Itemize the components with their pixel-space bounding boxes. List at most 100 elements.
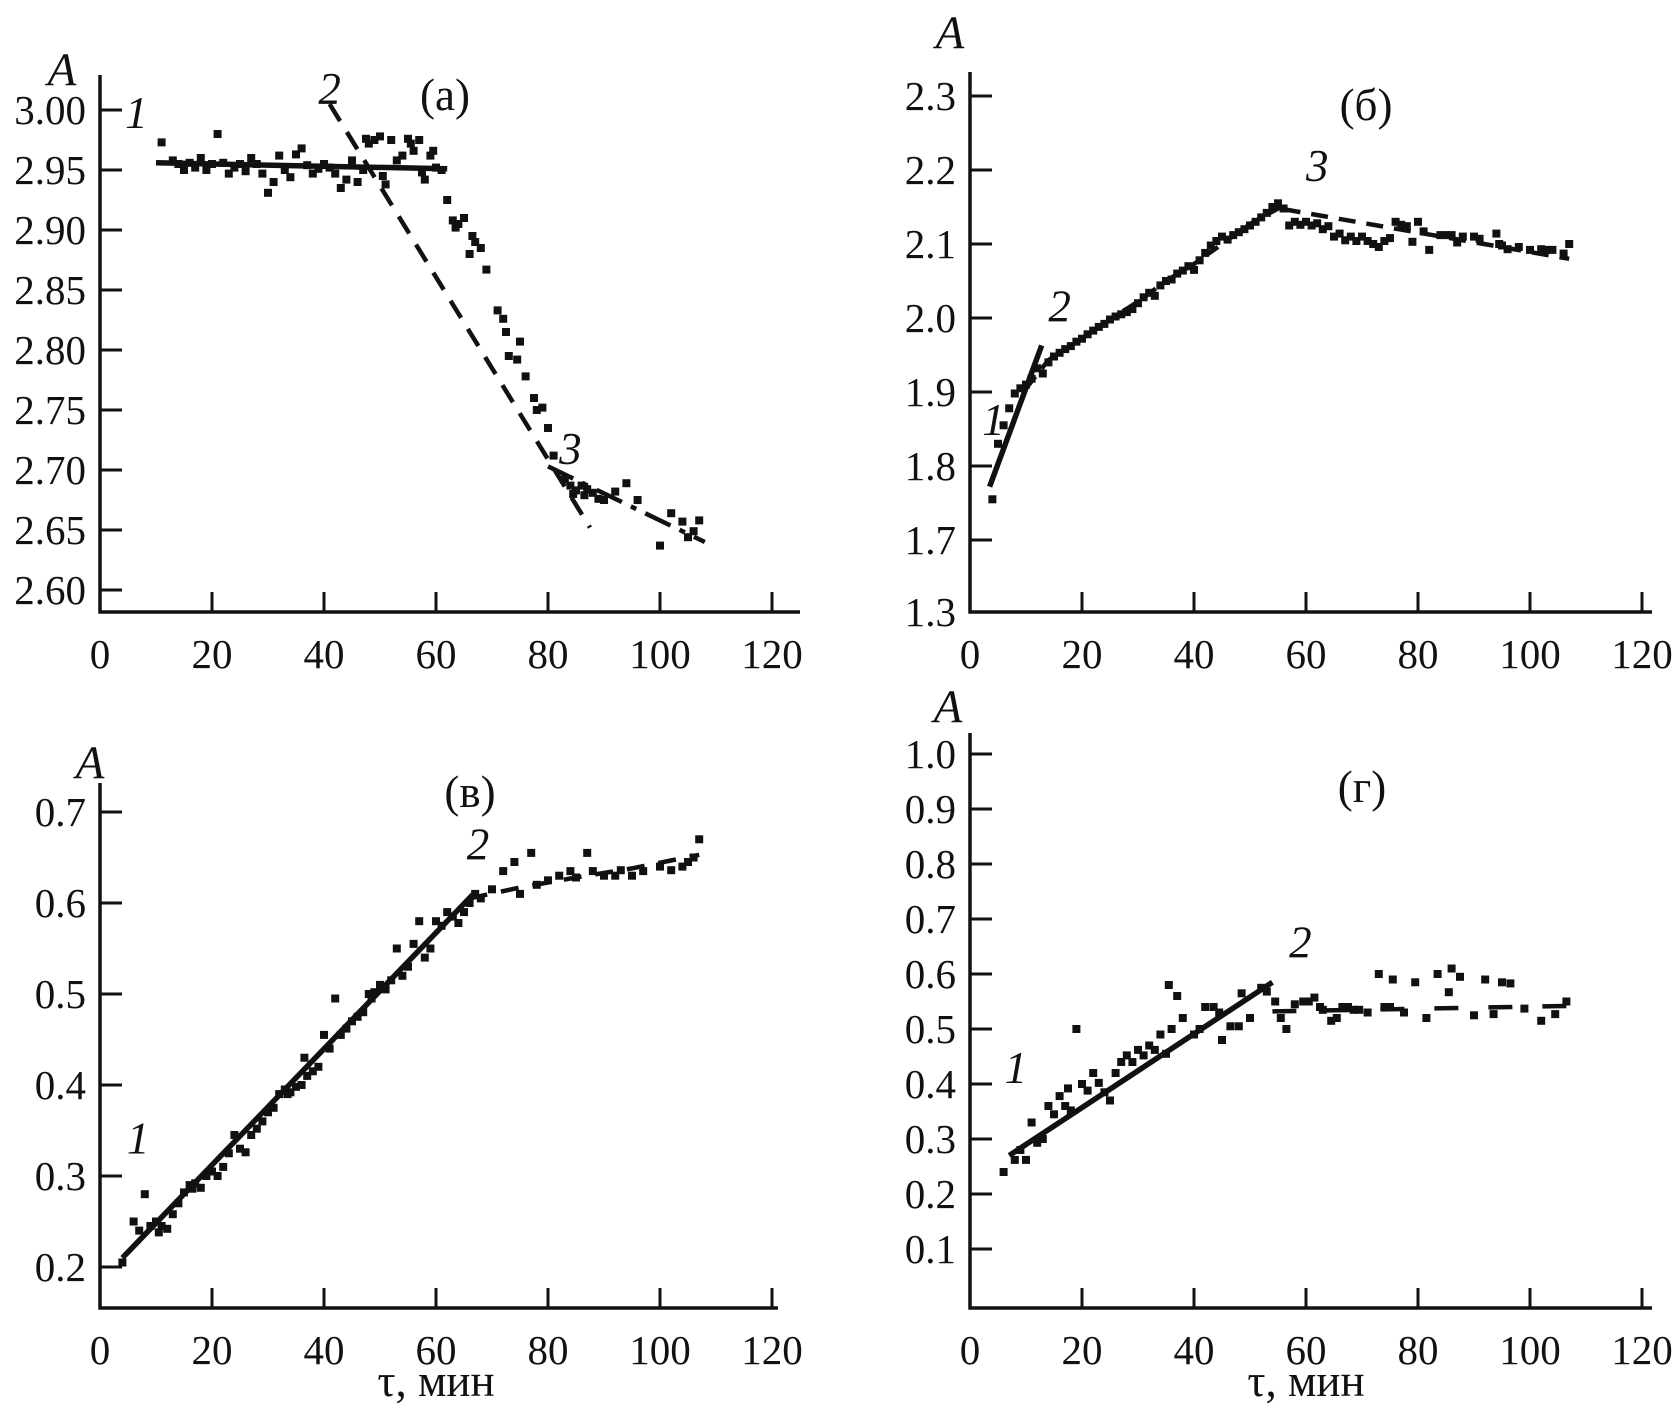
scatter-point — [460, 908, 468, 917]
scatter-point — [1363, 237, 1372, 245]
scatter-point — [286, 1088, 295, 1097]
scatter-point — [1201, 248, 1210, 257]
scatter-point — [443, 908, 452, 917]
scatter-point — [1537, 245, 1546, 254]
y-axis-title: A — [931, 681, 963, 733]
scatter-point — [1506, 979, 1515, 988]
y-axis-title: A — [933, 7, 965, 59]
scatter-point — [437, 166, 446, 174]
scatter-point — [135, 1226, 144, 1235]
scatter-point — [594, 494, 603, 503]
scatter-point — [1565, 240, 1574, 248]
scatter-point — [353, 1012, 362, 1021]
x-tick-label: 20 — [192, 1327, 233, 1373]
scatter-point — [1324, 222, 1333, 231]
scatter-point — [1167, 275, 1176, 284]
scatter-point — [1299, 997, 1308, 1006]
scatter-point — [1066, 1106, 1075, 1115]
scatter-point — [429, 146, 438, 155]
scatter-point — [1022, 380, 1030, 389]
scatter-point — [1111, 312, 1120, 321]
y-tick-label: 0.2 — [905, 1171, 956, 1217]
scatter-point — [219, 1162, 228, 1171]
y-tick-label: 1.0 — [905, 731, 956, 777]
scatter-point — [1150, 1045, 1159, 1054]
scatter-point — [213, 1172, 222, 1180]
scatter-point — [1456, 972, 1464, 981]
scatter-point — [1033, 364, 1042, 373]
scatter-point — [325, 1044, 334, 1053]
scatter-point — [208, 1167, 216, 1176]
scatter-point — [1184, 262, 1193, 271]
scatter-point — [1150, 291, 1159, 300]
scatter-point — [1374, 970, 1383, 978]
scatter-point — [336, 184, 345, 192]
scatter-point — [387, 976, 396, 985]
x-tick-label: 40 — [1174, 1327, 1215, 1373]
scatter-point — [1562, 997, 1571, 1006]
scatter-point — [297, 1081, 306, 1089]
scatter-point — [516, 337, 524, 346]
x-tick-label: 80 — [528, 1327, 569, 1373]
scatter-point — [1167, 1025, 1176, 1033]
scatter-point — [994, 439, 1002, 448]
y-tick-label: 0.2 — [35, 1244, 86, 1290]
scatter-point — [1016, 1146, 1025, 1154]
scatter-point — [1100, 319, 1109, 328]
scatter-point — [1139, 1051, 1148, 1060]
scatter-point — [418, 168, 426, 177]
scatter-point — [1346, 232, 1355, 241]
scatter-point — [1279, 204, 1288, 213]
y-tick-label: 2.1 — [905, 221, 956, 267]
y-tick-label: 2.95 — [14, 147, 86, 193]
scatter-point — [303, 1071, 312, 1080]
scatter-point — [1262, 208, 1271, 217]
scatter-point — [527, 848, 536, 857]
scatter-point — [1274, 199, 1282, 208]
scatter-point — [1559, 249, 1568, 258]
scatter-point — [264, 1108, 272, 1117]
x-tick-label: 60 — [1286, 631, 1327, 677]
scatter-point — [1162, 1049, 1170, 1058]
scatter-point — [583, 848, 592, 857]
x-tick-label: 100 — [629, 1327, 691, 1373]
scatter-point — [1139, 293, 1148, 302]
scatter-point — [1470, 1011, 1478, 1020]
scatter-point — [1285, 221, 1294, 230]
curve-label-1: 1 — [982, 395, 1005, 445]
scatter-point — [1475, 234, 1484, 243]
scatter-point — [1246, 221, 1254, 230]
scatter-point — [1411, 978, 1420, 987]
scatter-point — [1422, 1014, 1431, 1022]
scatter-point — [1078, 1080, 1086, 1088]
scatter-point — [370, 136, 379, 144]
x-tick-label: 40 — [304, 1327, 345, 1373]
scatter-point — [292, 1082, 300, 1091]
scatter-point — [656, 541, 664, 550]
scatter-point — [1363, 1008, 1372, 1017]
scatter-point — [1072, 337, 1081, 346]
scatter-point — [454, 220, 463, 228]
scatter-point — [252, 1124, 261, 1133]
scatter-point — [1498, 241, 1506, 250]
scatter-point — [152, 1217, 160, 1226]
scatter-point — [1229, 231, 1238, 240]
scatter-point — [241, 167, 250, 176]
y-tick-label: 0.4 — [35, 1062, 86, 1108]
scatter-point — [1492, 229, 1501, 238]
scatter-point — [308, 169, 317, 178]
fit-line-3 — [547, 464, 706, 545]
y-tick-label: 1.9 — [905, 369, 956, 415]
scatter-point — [432, 917, 440, 926]
y-tick-label: 2.75 — [14, 387, 86, 433]
scatter-point — [1128, 305, 1137, 314]
y-tick-label: 2.90 — [14, 207, 86, 253]
x-tick-label: 40 — [1174, 631, 1215, 677]
scatter-point — [1117, 1058, 1126, 1066]
scatter-point — [348, 1017, 356, 1026]
scatter-point — [180, 166, 188, 174]
panel-g: 1.0 0.9 0.8 0.7 0.6 0.5 0.4 0.3 0.2 0.1 0 20 40 60 80 1… — [905, 681, 1673, 1406]
scatter-point — [398, 971, 407, 980]
